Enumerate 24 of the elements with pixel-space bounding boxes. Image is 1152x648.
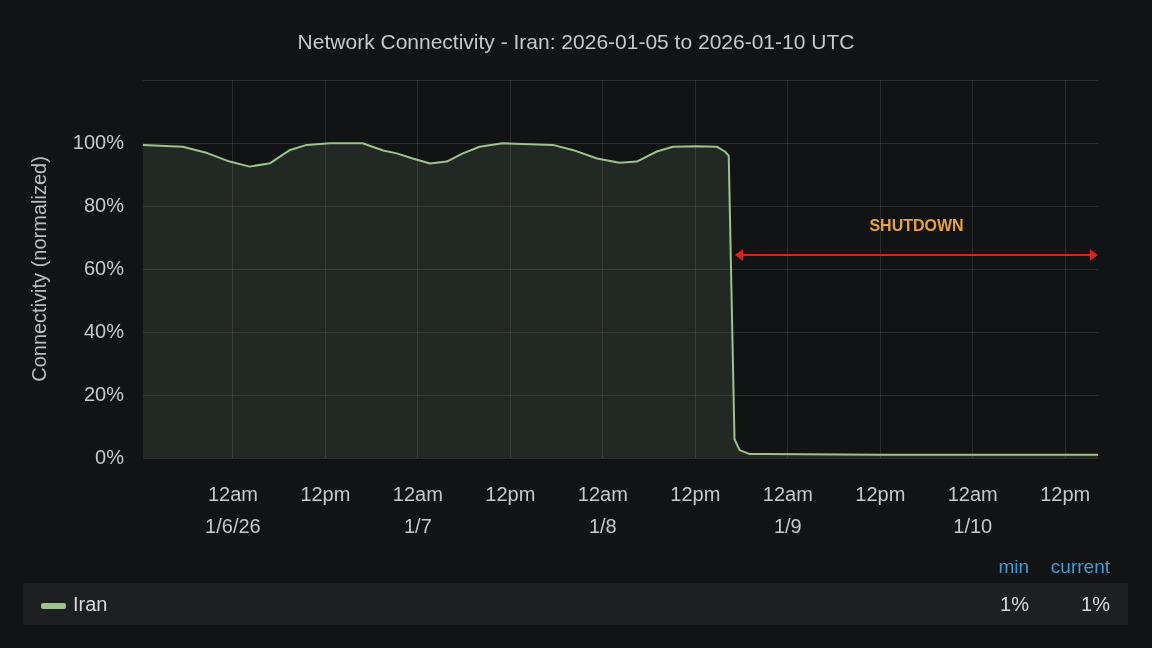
- x-tick-label: 12am 1/6/26: [205, 482, 261, 537]
- text: 1%: [1000, 593, 1029, 615]
- x-tick-label: 12pm: [855, 482, 906, 505]
- legend-label: Iran: [73, 593, 108, 615]
- y-tick-label: 60%: [83, 256, 125, 279]
- x-tick-label: 12am 1/10: [947, 482, 998, 537]
- x-tick-label: 12pm: [1040, 482, 1091, 505]
- y-tick-label: 100%: [72, 130, 125, 153]
- x-tick-label: 12am 1/7: [392, 482, 443, 537]
- x-tick-label: 12am 1/8: [577, 482, 628, 537]
- chart-title: Network Connectivity - Iran: 2026-01-05 to 2026-01-10 UTC: [297, 29, 855, 53]
- x-tick-label: 12am 1/9: [762, 482, 813, 537]
- text: 1%: [1081, 593, 1110, 615]
- x-tick-label: 12pm: [670, 482, 721, 505]
- text: current: [1050, 556, 1110, 578]
- y-tick-label: 80%: [83, 193, 125, 216]
- y-tick-label: 40%: [83, 319, 125, 342]
- y-tick-label: 20%: [83, 382, 125, 405]
- y-tick-label: 0%: [95, 445, 125, 468]
- y-axis-title: Connectivity (normalized): [27, 156, 50, 382]
- text: min: [998, 556, 1029, 578]
- x-tick-label: 12pm: [300, 482, 351, 505]
- annotation: SHUTDOWN: [869, 217, 964, 235]
- x-tick-label: 12pm: [485, 482, 536, 505]
